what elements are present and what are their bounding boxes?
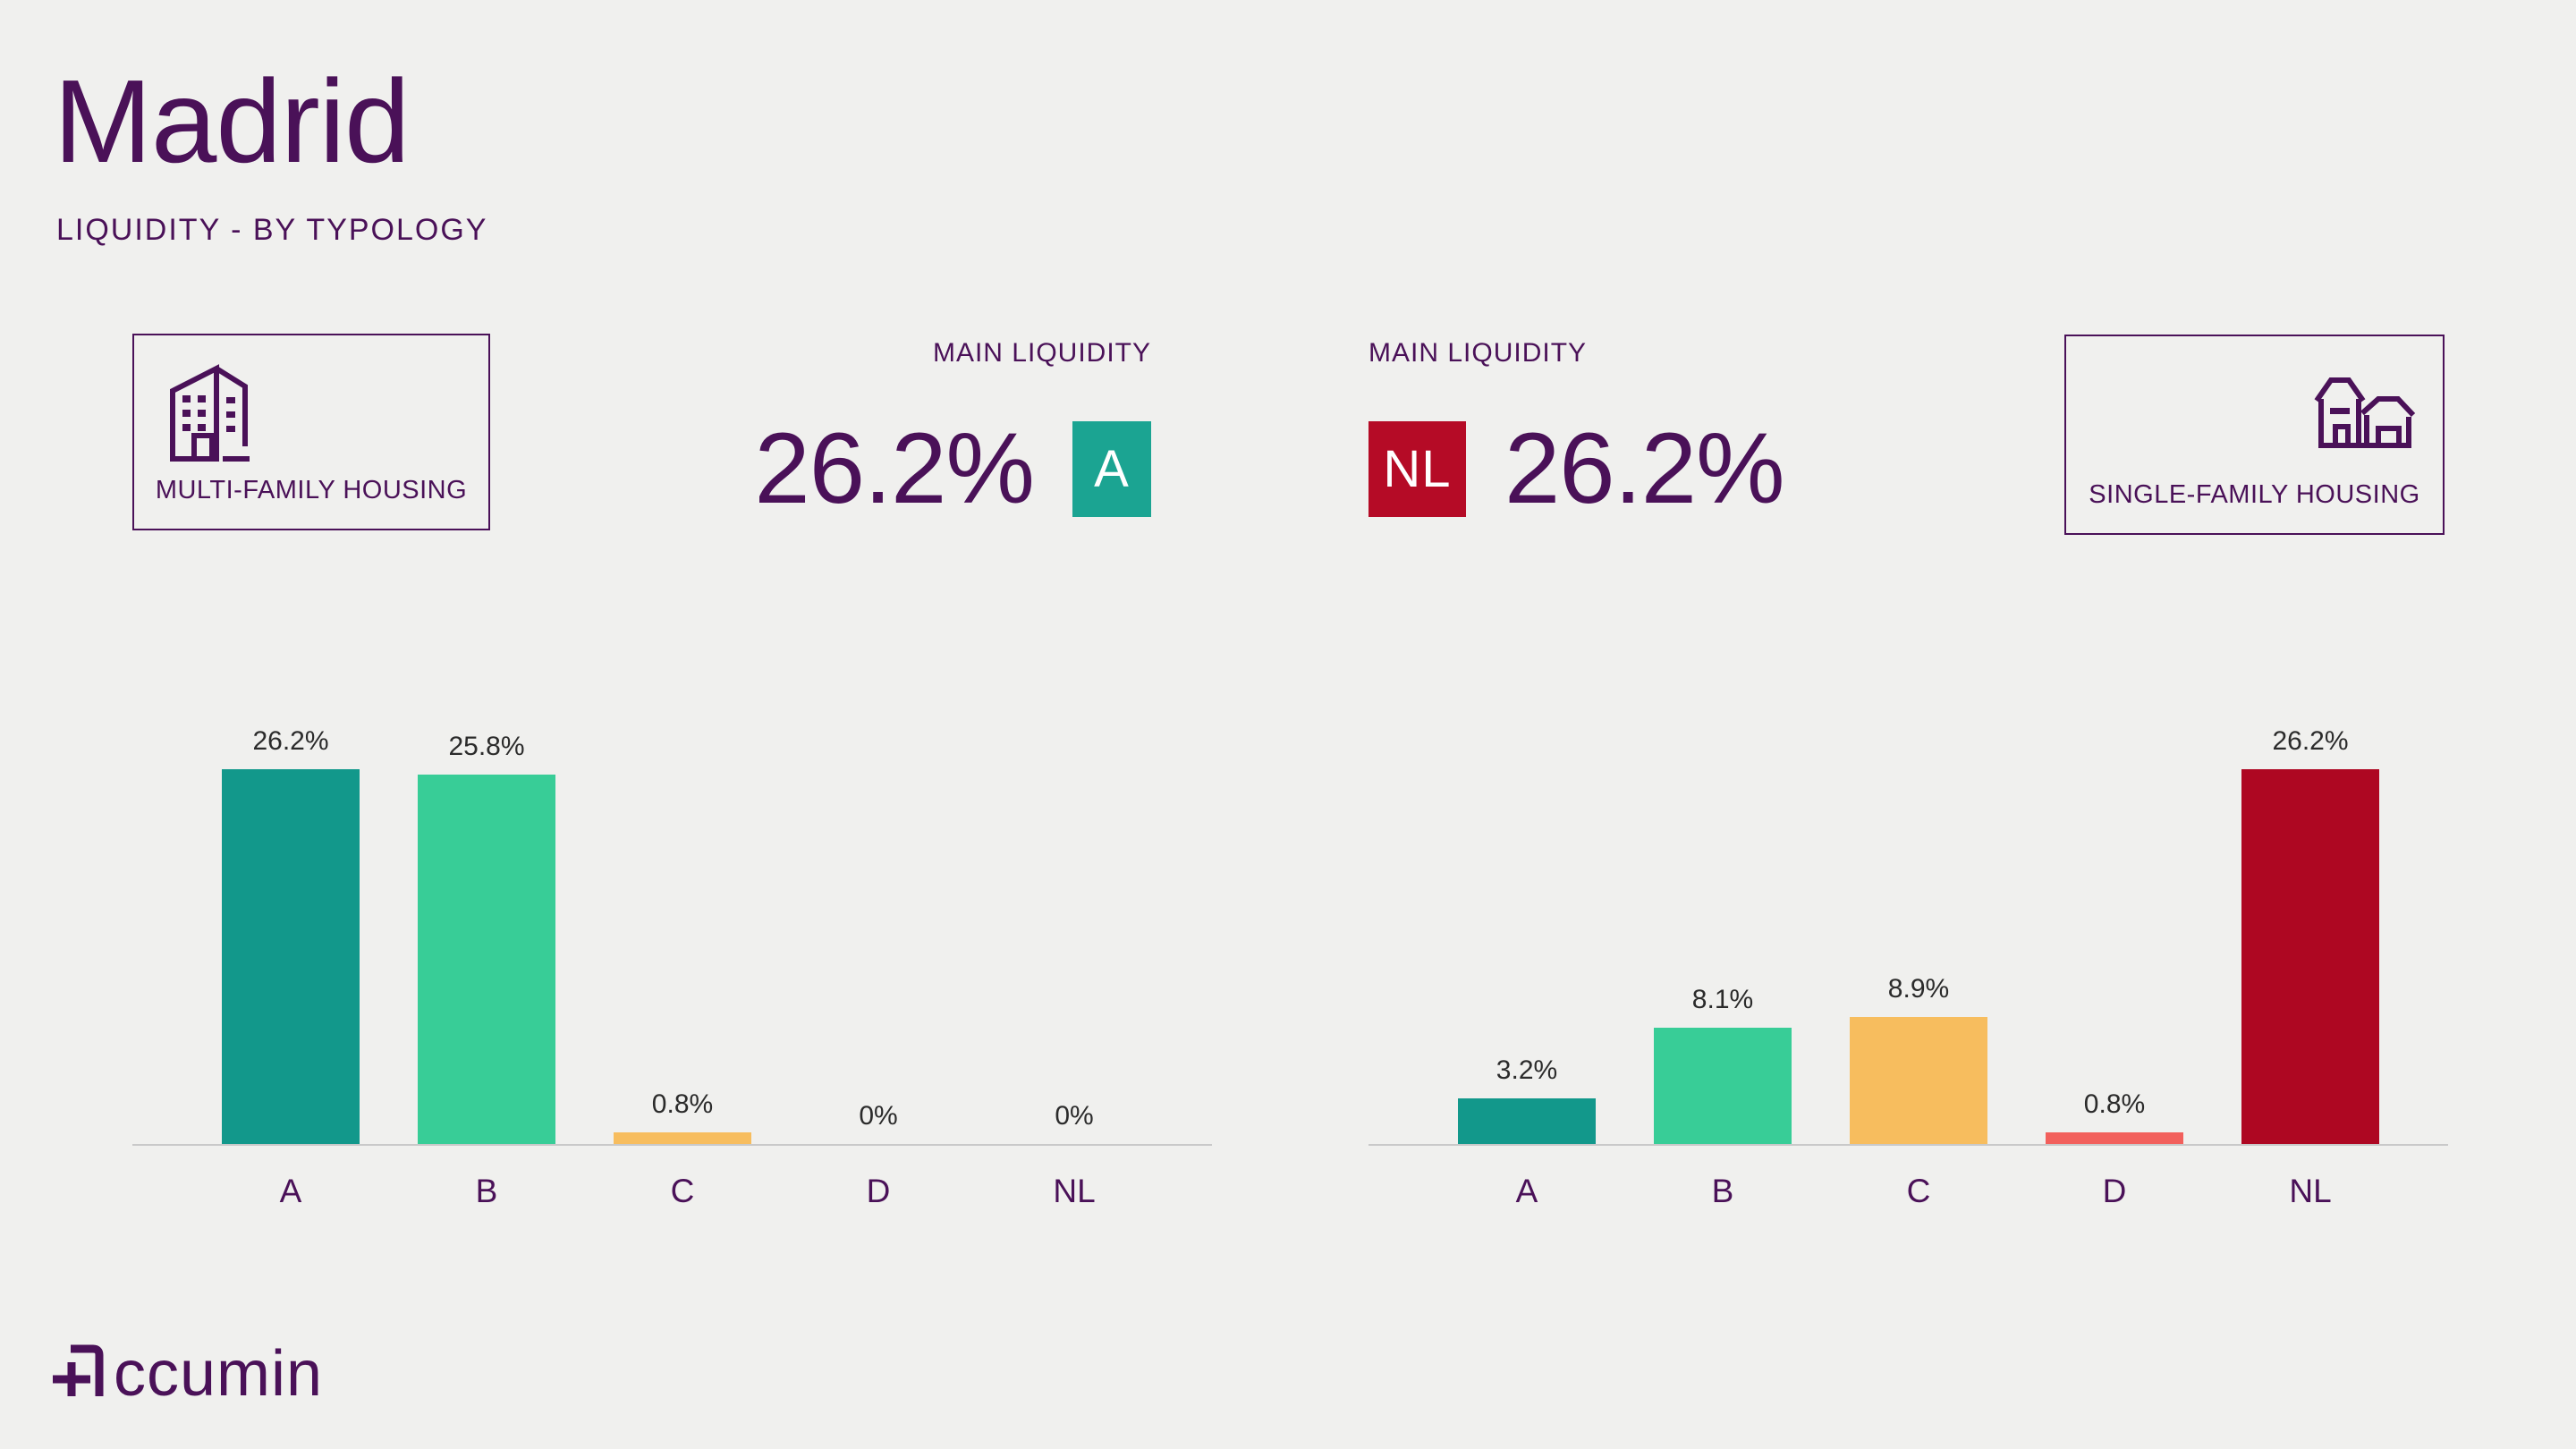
bar-value-label: 8.1% bbox=[1691, 985, 1754, 1014]
accumin-logo: ccumin bbox=[51, 1338, 324, 1410]
bar-value-label: 0.8% bbox=[2083, 1089, 2146, 1119]
bar-b bbox=[1654, 1028, 1792, 1144]
single-family-main-liquidity: MAIN LIQUIDITY NL 26.2% bbox=[1368, 338, 1785, 524]
bar-value-label: 0% bbox=[1055, 1101, 1094, 1131]
bar-nl bbox=[2241, 769, 2379, 1144]
accumin-logo-text: ccumin bbox=[114, 1338, 324, 1410]
bar-c bbox=[1850, 1017, 1987, 1144]
apartment-building-icon bbox=[164, 357, 253, 467]
bar-value-label: 3.2% bbox=[1496, 1055, 1558, 1085]
single-family-housing-label: SINGLE-FAMILY HOUSING bbox=[2089, 480, 2420, 509]
bar-c bbox=[614, 1132, 751, 1144]
main-liquidity-label: MAIN LIQUIDITY bbox=[1368, 338, 1588, 368]
bar-value-label: 0% bbox=[859, 1101, 898, 1131]
category-label-b: B bbox=[475, 1173, 498, 1209]
bar-value-label: 8.9% bbox=[1887, 974, 1950, 1004]
single-family-housing-card: SINGLE-FAMILY HOUSING bbox=[2064, 335, 2445, 535]
page-title: Madrid bbox=[54, 55, 410, 187]
category-label-nl: NL bbox=[1053, 1173, 1096, 1209]
rating-badge-a: A bbox=[1072, 420, 1151, 517]
category-label-b: B bbox=[1711, 1173, 1734, 1209]
multi-family-liquidity-chart: 26.2% A 25.8% B 0.8% C 0% D 0% NL bbox=[132, 697, 1212, 1208]
rating-badge-nl: NL bbox=[1368, 420, 1466, 517]
bar-b bbox=[418, 775, 555, 1144]
bar-value-label: 25.8% bbox=[448, 732, 525, 761]
bar-a bbox=[1458, 1098, 1596, 1144]
category-label-a: A bbox=[279, 1173, 302, 1209]
houses-icon bbox=[2312, 372, 2418, 453]
category-label-c: C bbox=[670, 1173, 695, 1209]
category-label-d: D bbox=[2102, 1173, 2127, 1209]
main-liquidity-row: NL 26.2% bbox=[1368, 412, 1785, 524]
main-liquidity-value: 26.2% bbox=[754, 412, 1035, 524]
category-label-c: C bbox=[1906, 1173, 1931, 1209]
bar-a bbox=[222, 769, 360, 1144]
multi-family-housing-label: MULTI-FAMILY HOUSING bbox=[155, 476, 468, 504]
multi-family-main-liquidity: MAIN LIQUIDITY 26.2% A bbox=[754, 338, 1151, 519]
bar-value-label: 0.8% bbox=[651, 1089, 714, 1119]
multi-family-housing-card: MULTI-FAMILY HOUSING bbox=[132, 334, 490, 530]
bar-value-label: 26.2% bbox=[2272, 726, 2349, 756]
category-label-d: D bbox=[866, 1173, 891, 1209]
accumin-logo-mark-icon bbox=[51, 1343, 108, 1403]
main-liquidity-row: 26.2% A bbox=[754, 419, 1151, 519]
page-subtitle: LIQUIDITY - BY TYPOLOGY bbox=[56, 213, 488, 247]
category-label-a: A bbox=[1515, 1173, 1538, 1209]
single-family-liquidity-chart: 3.2% A 8.1% B 8.9% C 0.8% D 26.2% NL bbox=[1368, 697, 2448, 1208]
bar-value-label: 26.2% bbox=[252, 726, 329, 756]
main-liquidity-value: 26.2% bbox=[1504, 412, 1785, 524]
bar-d bbox=[2046, 1132, 2183, 1144]
main-liquidity-label: MAIN LIQUIDITY bbox=[932, 338, 1151, 368]
category-label-nl: NL bbox=[2289, 1173, 2332, 1209]
